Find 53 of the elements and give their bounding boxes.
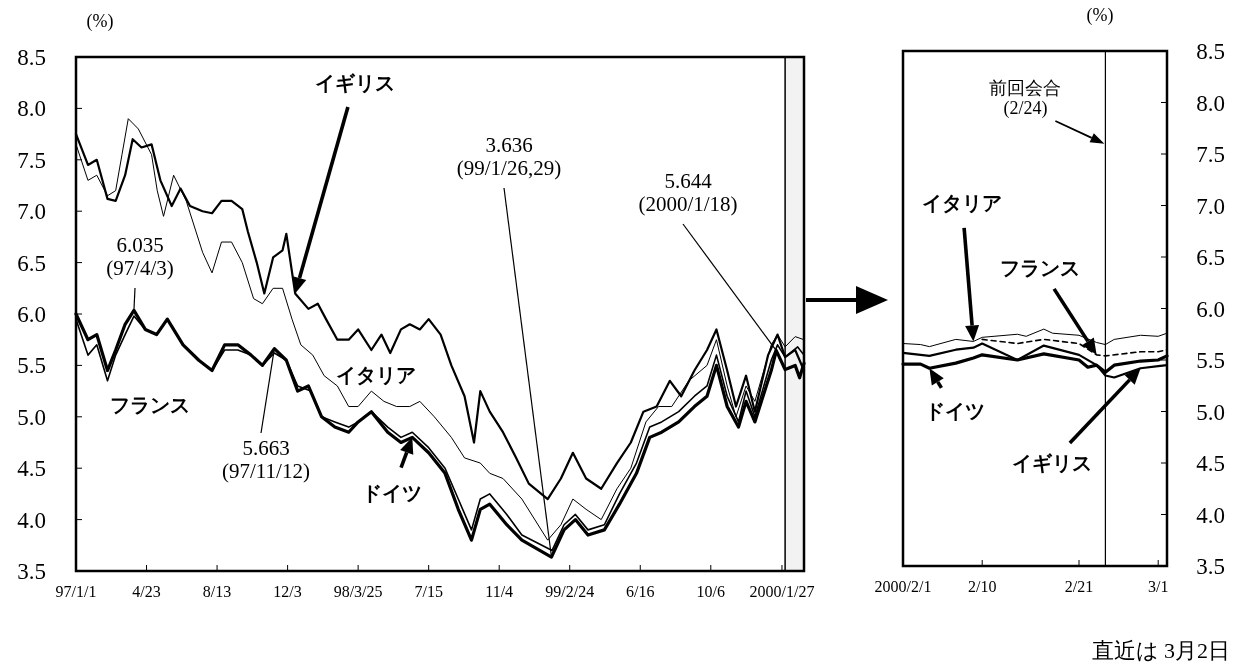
y-tick-label: 7.5 bbox=[1196, 142, 1225, 167]
x-tick-label: 10/6 bbox=[696, 583, 726, 600]
legend-label: ドイツ bbox=[925, 400, 985, 422]
x-tick-label: 2000/2/1 bbox=[874, 578, 932, 595]
y-tick-label: 7.5 bbox=[17, 147, 46, 173]
x-tick-label: 2000/1/27 bbox=[749, 583, 815, 600]
x-tick-label: 7/15 bbox=[414, 583, 443, 600]
y-tick-label: 4.5 bbox=[17, 456, 46, 482]
y-tick-label: 6.0 bbox=[1196, 296, 1225, 322]
y-tick-label: 4.5 bbox=[1196, 451, 1225, 476]
y-tick-label: 6.5 bbox=[17, 250, 46, 276]
y-tick-label: 7.0 bbox=[17, 199, 46, 225]
ref-line-label: 前回会合 (2/24) bbox=[989, 78, 1062, 119]
x-tick-label: 97/1/1 bbox=[55, 583, 97, 600]
x-tick-label: 11/4 bbox=[485, 583, 514, 600]
text: フランス bbox=[1000, 257, 1080, 279]
y-tick-label: 8.0 bbox=[1196, 90, 1225, 116]
y-tick-label: 8.5 bbox=[1196, 39, 1225, 64]
y-tick-label: 7.0 bbox=[1196, 193, 1225, 219]
y-tick-label: 3.5 bbox=[1196, 554, 1225, 579]
legend-label: ドイツ bbox=[362, 482, 422, 504]
text: 直近は 3月2日 bbox=[1091, 638, 1230, 663]
annotation: 5.663 (97/11/12) bbox=[222, 436, 310, 484]
y-tick-label: 5.5 bbox=[1196, 348, 1225, 373]
y-tick-label: 5.0 bbox=[17, 404, 46, 430]
y-tick-label: 6.5 bbox=[1196, 245, 1225, 270]
x-tick-label: 2/21 bbox=[1064, 578, 1094, 595]
y-tick-label: 5.5 bbox=[17, 353, 46, 379]
y-tick-label: 4.0 bbox=[17, 507, 46, 533]
y-axis-title: (%) bbox=[86, 11, 114, 32]
x-tick-label: 3/1 bbox=[1147, 578, 1169, 595]
x-tick-label: 98/3/25 bbox=[333, 583, 383, 600]
series-label: イタリア bbox=[336, 364, 416, 386]
text: イギリス bbox=[1012, 452, 1092, 474]
text: イギリス bbox=[315, 72, 395, 94]
x-tick-label: 4/23 bbox=[132, 583, 161, 600]
y-tick-label: 8.5 bbox=[17, 45, 46, 70]
y-tick-label: 8.0 bbox=[17, 96, 46, 122]
y-tick-label: 3.5 bbox=[17, 559, 46, 584]
text: イタリア bbox=[922, 192, 1002, 214]
annotation: 6.035 (97/4/3) bbox=[106, 233, 174, 281]
x-tick-label: 12/3 bbox=[273, 583, 302, 600]
x-tick-label: 6/16 bbox=[626, 583, 655, 600]
y-tick-label: 4.0 bbox=[1196, 502, 1225, 528]
annotation: 3.636 (99/1/26,29) bbox=[456, 133, 562, 181]
y-axis-title: (%) bbox=[1086, 5, 1114, 26]
y-tick-label: 6.0 bbox=[17, 302, 46, 327]
x-tick-label: 8/13 bbox=[202, 583, 232, 600]
series-label: フランス bbox=[110, 394, 190, 416]
annotation: 5.644 (2000/1/18) bbox=[638, 169, 738, 217]
x-tick-label: 99/2/24 bbox=[545, 583, 595, 600]
y-tick-label: 5.0 bbox=[1196, 399, 1225, 425]
x-tick-label: 2/10 bbox=[967, 578, 997, 595]
